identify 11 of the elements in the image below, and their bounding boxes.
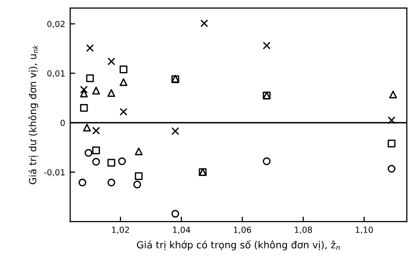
- y-tick-label: 0,02: [47, 20, 65, 28]
- x-tick-label: 1,10: [356, 226, 373, 234]
- x-tick-label: 1,02: [112, 226, 129, 234]
- x-axis-title: Giá trị khớp có trọng số (không đơn vị), ẑ$_{n}$: [136, 240, 340, 250]
- x-tick-label: 1,08: [294, 226, 312, 234]
- y-axis-title: Giá trị dư (không đơn vị), u$_{nk}$: [28, 44, 38, 184]
- y-tick-label: 0,01: [47, 70, 65, 78]
- y-tick-label: -0,01: [44, 169, 65, 176]
- x-tick-label: 1,04: [173, 226, 190, 234]
- y-tick-label: 0: [60, 120, 65, 126]
- x-tick-label: 1,06: [234, 226, 252, 234]
